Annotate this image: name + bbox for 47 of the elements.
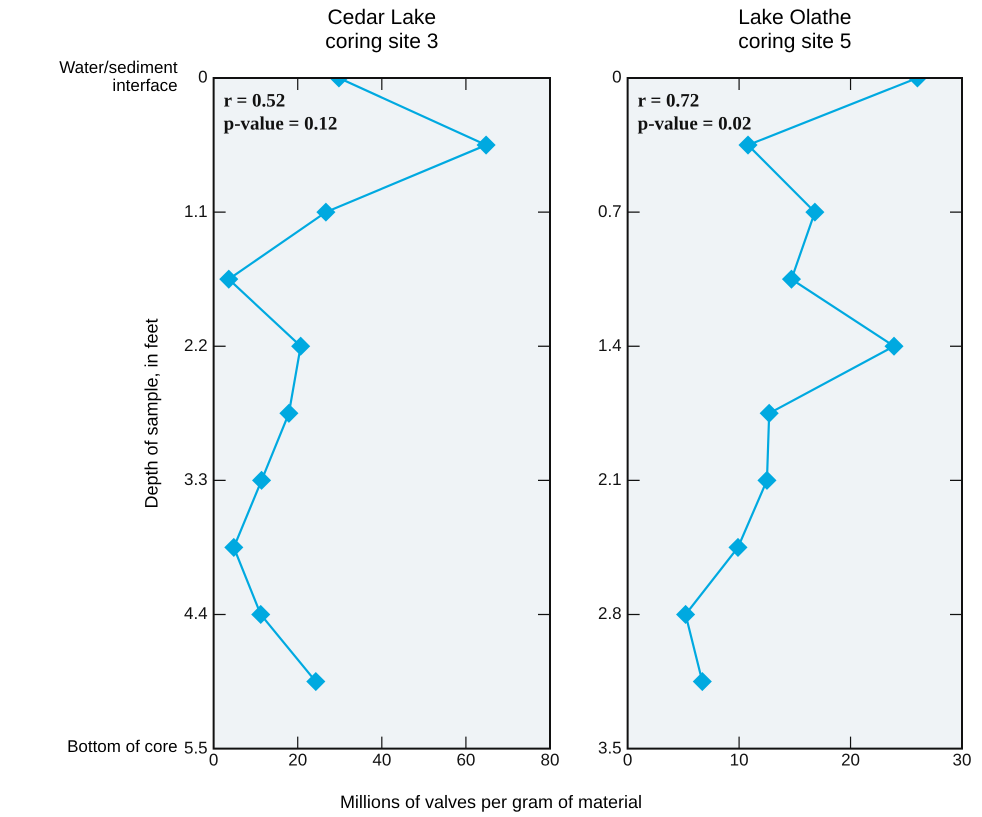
point (316, 203, 335, 222)
point (252, 605, 270, 624)
annotation: p-value = 0.12 (224, 113, 338, 134)
y-tick-label: 1.1 (184, 202, 208, 221)
y-tick-label: 4.4 (184, 604, 208, 624)
point (252, 471, 271, 490)
x-tick-label: 10 (730, 750, 749, 770)
point (884, 337, 904, 356)
point (693, 672, 712, 691)
x-tick-label: 80 (540, 750, 560, 770)
y-tick-label: 3.5 (598, 738, 622, 758)
text: Water/sediment interface (58, 58, 178, 95)
y-tick-label: 2.1 (598, 470, 622, 490)
x-tick-label: 20 (288, 750, 308, 770)
point (292, 337, 310, 356)
x-tick-label: 60 (456, 750, 476, 770)
point (738, 136, 758, 154)
point (280, 404, 298, 422)
point (220, 270, 238, 288)
text: Bottom of core (66, 736, 178, 756)
point (224, 538, 243, 557)
point (728, 538, 748, 557)
y-tick-label: 0.7 (598, 202, 622, 221)
x-tick-label: 40 (372, 750, 392, 770)
point (758, 471, 776, 490)
y-tick-label: 1.4 (598, 336, 622, 355)
y-axis-title: Depth of sample, in feet (141, 318, 162, 508)
y-tick-label: 2.8 (598, 604, 622, 624)
y-tick-label: 0 (198, 68, 208, 87)
annotation: p-value = 0.02 (638, 113, 752, 134)
y-tick-label: 3.3 (184, 470, 208, 490)
x-axis-title: Millions of valves per gram of material (338, 792, 644, 813)
y-tick-label: 0 (612, 68, 622, 87)
point (760, 404, 778, 422)
chart-title: Cedar Lake coring site 3 (324, 6, 440, 54)
annotation: r = 0.52 (224, 90, 286, 112)
point (806, 203, 824, 222)
x-tick-label: 30 (952, 750, 972, 770)
chart-title: Lake Olathe coring site 5 (737, 6, 852, 54)
y-tick-label: 2.2 (184, 336, 208, 355)
point (782, 270, 801, 288)
point (306, 672, 325, 691)
y-tick-label: 5.5 (184, 738, 208, 758)
point (476, 136, 496, 154)
point (676, 605, 695, 624)
x-tick-label: 20 (841, 750, 860, 770)
annotation: r = 0.72 (638, 90, 700, 112)
